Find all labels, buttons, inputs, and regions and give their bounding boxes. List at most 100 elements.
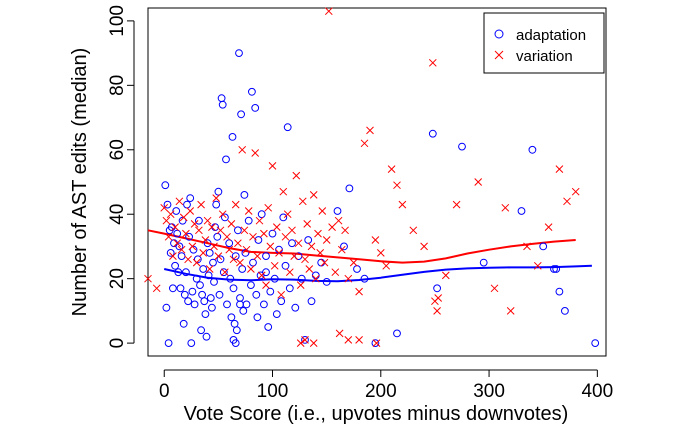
point-variation [236, 258, 244, 267]
point-variation [303, 220, 312, 228]
point-adaptation [242, 300, 251, 309]
point-adaptation [268, 229, 277, 238]
point-adaptation [214, 187, 223, 196]
point-adaptation [164, 339, 173, 348]
x-tick-label: 0 [159, 381, 170, 402]
point-adaptation [229, 284, 238, 293]
point-adaptation [215, 290, 224, 299]
legend-marker-variation [494, 50, 504, 60]
point-variation [334, 216, 343, 225]
point-variation [281, 232, 290, 241]
point-variation [218, 210, 227, 219]
point-variation [247, 265, 255, 273]
point-adaptation [174, 268, 183, 277]
point-variation [270, 261, 279, 270]
point-variation [160, 203, 169, 212]
point-variation [192, 258, 201, 267]
point-variation [387, 165, 396, 173]
point-adaptation [353, 265, 361, 273]
point-variation [169, 252, 177, 260]
point-variation [335, 329, 344, 338]
point-variation [179, 213, 188, 222]
point-adaptation [555, 287, 564, 296]
point-variation [190, 220, 199, 228]
point-variation [205, 265, 214, 273]
legend-marker-adaptation [494, 29, 504, 39]
point-variation [166, 210, 175, 219]
point-variation [244, 207, 253, 215]
point-adaptation [360, 274, 369, 283]
point-variation [563, 197, 571, 206]
point-variation [349, 258, 358, 267]
point-adaptation [317, 258, 326, 267]
point-adaptation [225, 239, 234, 248]
point-variation [420, 242, 428, 251]
point-variation [393, 181, 401, 190]
point-adaptation [252, 290, 261, 299]
point-adaptation [241, 249, 250, 257]
point-adaptation [219, 268, 228, 277]
point-adaptation [175, 242, 184, 251]
y-tick-label: 40 [107, 204, 128, 225]
point-adaptation [283, 123, 292, 132]
point-variation [506, 307, 515, 315]
point-adaptation [180, 290, 189, 299]
point-adaptation [206, 294, 215, 302]
point-variation [225, 245, 234, 254]
point-variation [257, 271, 266, 280]
point-variation [208, 223, 216, 231]
point-adaptation [264, 323, 273, 331]
point-adaptation [238, 265, 247, 273]
point-adaptation [254, 236, 263, 244]
point-variation [290, 252, 299, 260]
point-adaptation [223, 300, 231, 309]
point-adaptation [539, 242, 548, 251]
point-adaptation [240, 191, 249, 199]
point-adaptation [236, 294, 244, 302]
point-variation [307, 242, 316, 251]
point-variation [260, 229, 268, 238]
point-variation [251, 149, 260, 157]
point-variation [203, 216, 212, 225]
point-variation [311, 274, 320, 283]
point-adaptation [166, 249, 175, 257]
point-adaptation [186, 194, 195, 203]
point-variation [283, 210, 292, 219]
point-variation [292, 171, 301, 180]
smooth-curve-adaptation [163, 264, 592, 283]
point-variation [298, 197, 307, 206]
point-adaptation [262, 252, 270, 261]
point-variation [371, 236, 380, 244]
point-variation [195, 226, 203, 235]
point-variation [331, 268, 340, 277]
point-adaptation [262, 268, 270, 277]
point-adaptation [260, 300, 268, 309]
point-adaptation [197, 326, 206, 335]
point-adaptation [228, 133, 237, 141]
point-adaptation [184, 297, 193, 306]
point-variation [441, 271, 450, 280]
point-variation [171, 223, 179, 231]
point-adaptation [291, 303, 300, 312]
point-adaptation [239, 307, 248, 315]
point-adaptation [279, 213, 288, 222]
point-variation [376, 249, 385, 257]
point-adaptation [208, 303, 216, 312]
point-variation [355, 287, 363, 296]
point-adaptation [249, 258, 257, 267]
point-adaptation [196, 281, 204, 290]
x-tick-label: 400 [581, 381, 613, 402]
point-variation [341, 226, 349, 235]
point-variation [301, 255, 309, 264]
point-adaptation [517, 207, 526, 215]
point-adaptation [230, 319, 239, 328]
point-variation [318, 207, 327, 215]
point-variation [316, 249, 325, 257]
point-adaptation [552, 265, 561, 273]
point-variation [434, 294, 443, 302]
point-variation [320, 258, 329, 267]
point-adaptation [247, 281, 255, 290]
point-variation [275, 249, 283, 257]
point-variation [305, 265, 314, 273]
point-variation [253, 252, 262, 260]
